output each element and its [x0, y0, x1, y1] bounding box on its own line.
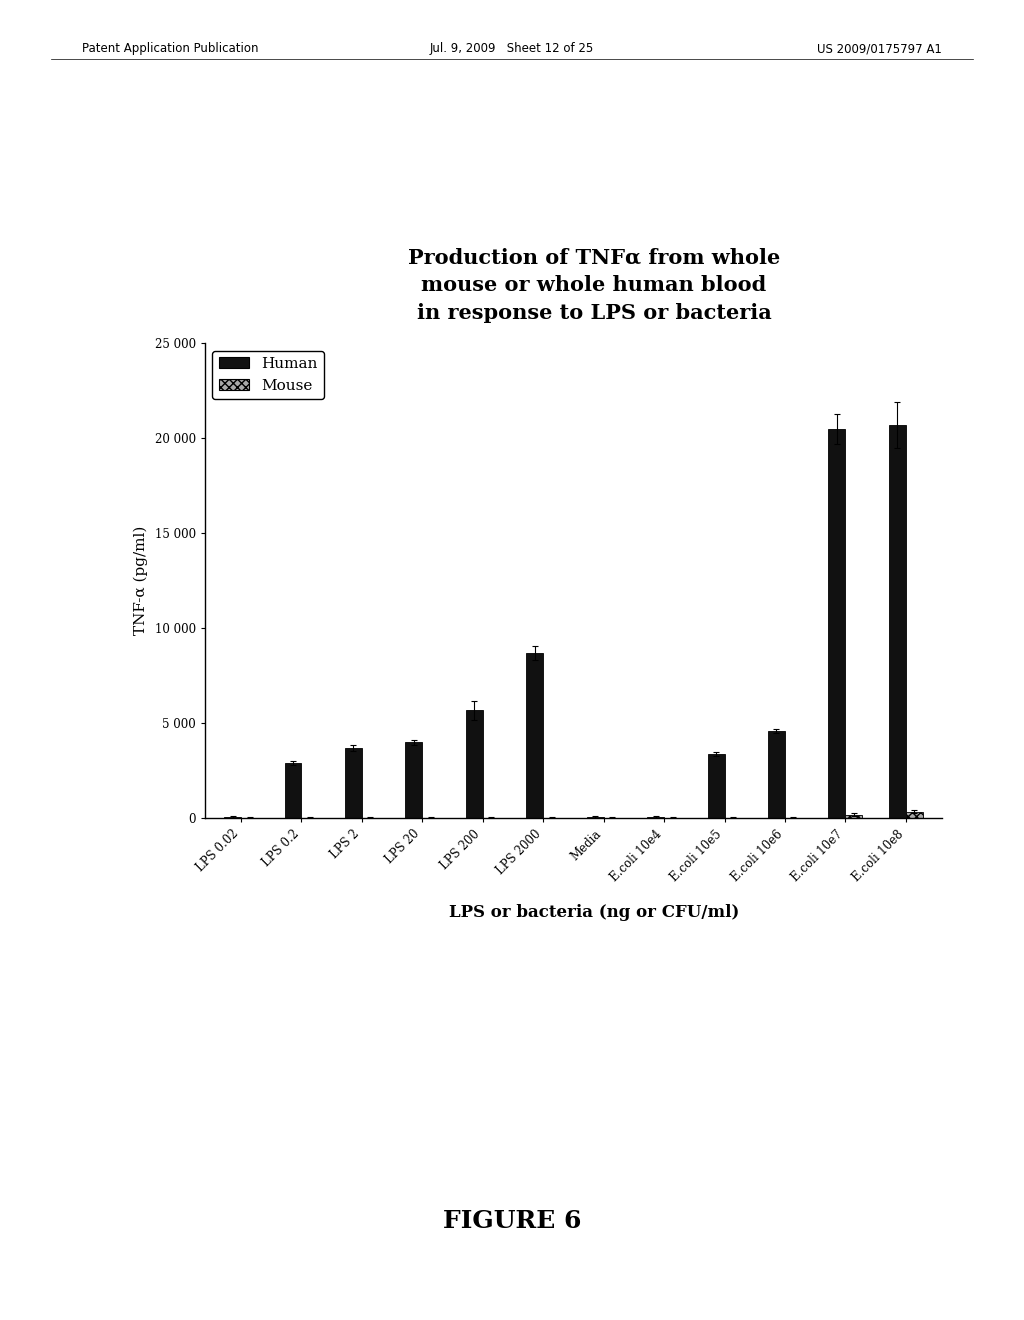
Text: Production of TNFα from whole
mouse or whole human blood
in response to LPS or b: Production of TNFα from whole mouse or w…	[408, 247, 780, 323]
Bar	[466, 710, 482, 818]
Bar	[647, 817, 665, 818]
Bar	[846, 814, 862, 818]
Bar	[906, 812, 923, 818]
Text: LPS or bacteria (ng or CFU/ml): LPS or bacteria (ng or CFU/ml)	[449, 904, 739, 921]
Legend: Human, Mouse: Human, Mouse	[212, 351, 324, 399]
Text: Jul. 9, 2009   Sheet 12 of 25: Jul. 9, 2009 Sheet 12 of 25	[430, 42, 594, 55]
Bar	[406, 742, 422, 818]
Bar	[828, 429, 846, 818]
Bar	[708, 754, 725, 818]
Text: US 2009/0175797 A1: US 2009/0175797 A1	[817, 42, 942, 55]
Text: FIGURE 6: FIGURE 6	[442, 1209, 582, 1233]
Bar	[587, 817, 604, 818]
Bar	[224, 817, 241, 818]
Y-axis label: TNF-α (pg/ml): TNF-α (pg/ml)	[133, 527, 147, 635]
Bar	[768, 731, 785, 818]
Bar	[526, 653, 543, 818]
Bar	[889, 425, 906, 818]
Text: Patent Application Publication: Patent Application Publication	[82, 42, 258, 55]
Bar	[285, 763, 301, 818]
Bar	[345, 748, 361, 818]
